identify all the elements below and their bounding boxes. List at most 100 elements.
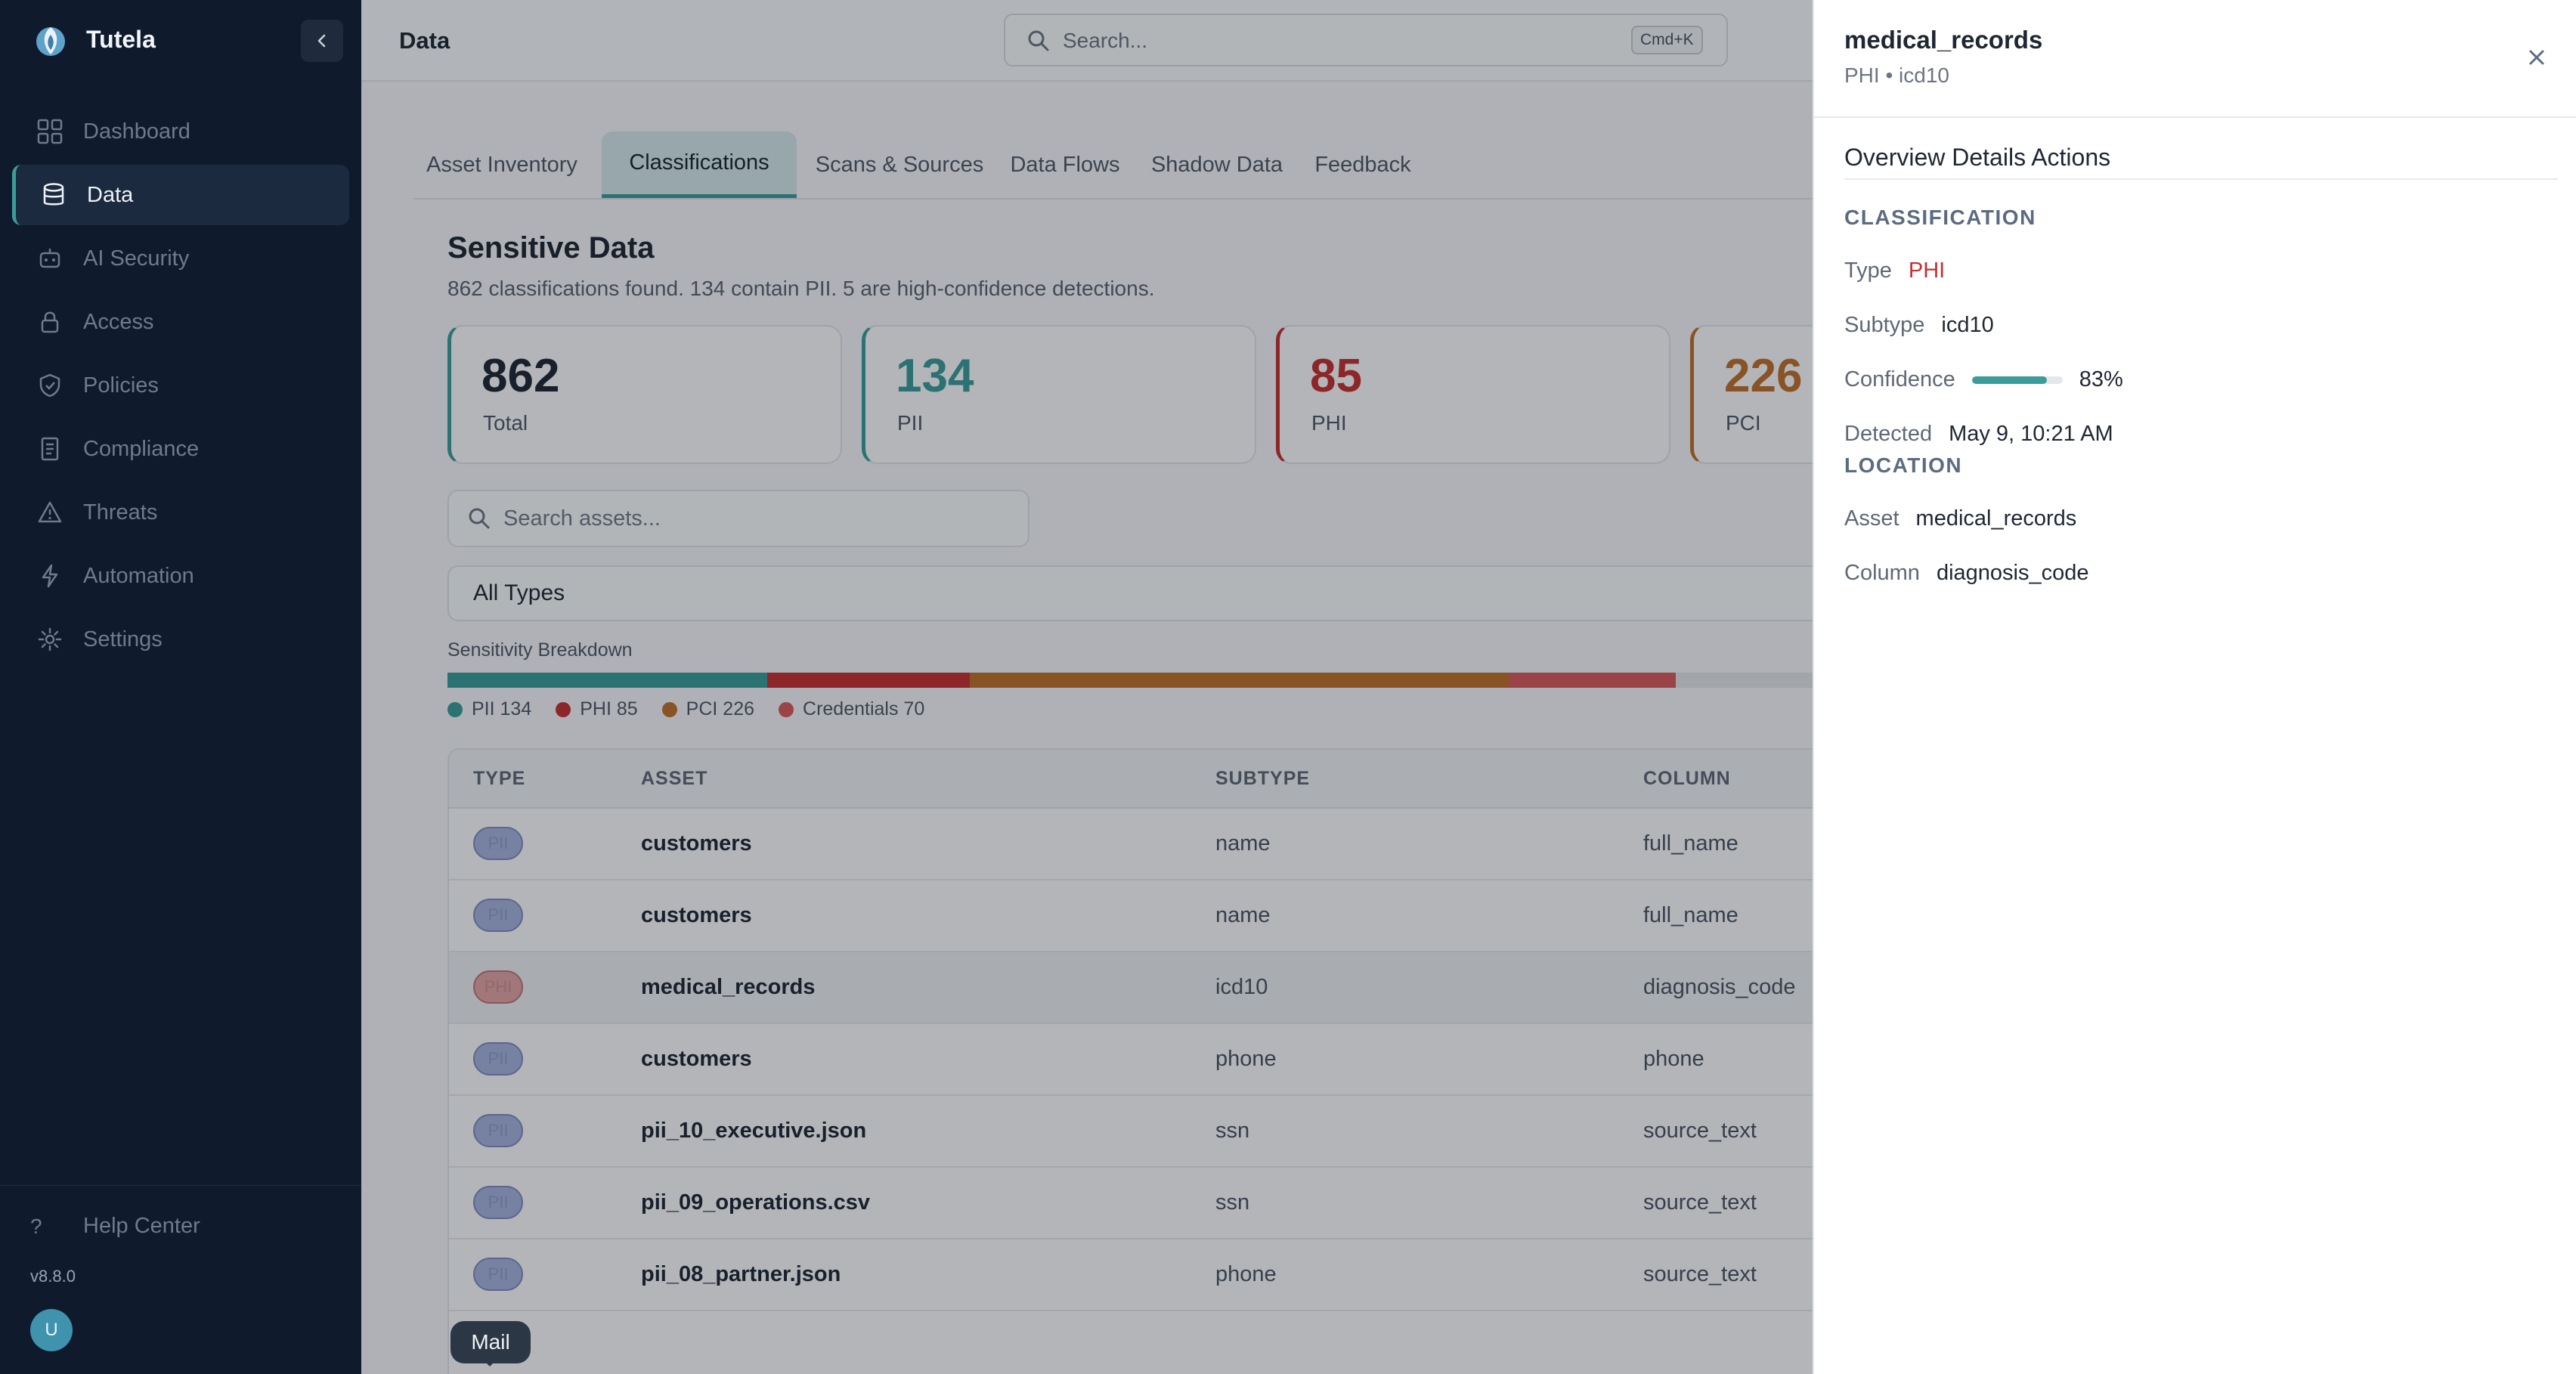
type-label: Type (1844, 258, 1892, 283)
legend-item-pci: PCI 226 (661, 698, 755, 720)
search-placeholder: Search... (1063, 29, 1148, 52)
type-badge: PHI (473, 970, 523, 1004)
column-header-subtype[interactable]: SUBTYPE (1215, 768, 1311, 789)
tab-feedback[interactable]: Feedback (1314, 152, 1411, 177)
sidebar-item-settings[interactable]: Settings (12, 609, 349, 670)
asset-field: Asset medical_records (1844, 506, 2076, 531)
stat-label: PII (897, 411, 924, 435)
sidebar-item-label: Automation (83, 563, 194, 588)
type-filter-select[interactable]: All Types (447, 565, 1884, 621)
table-row[interactable]: PII customers name full_name (449, 809, 1882, 880)
sidebar-item-ai-security[interactable]: AI Security (12, 228, 349, 289)
close-icon[interactable] (2522, 42, 2552, 73)
sidebar-item-data[interactable]: Data (12, 165, 349, 225)
sidebar: Tutela Dashboard Data AI Security Access… (0, 0, 361, 1374)
type-filter-value: All Types (473, 580, 565, 605)
sidebar-item-label: Settings (83, 627, 163, 651)
top-header: Data Search... Cmd+K (361, 0, 1813, 82)
panel-tabs[interactable]: Overview Details Actions (1844, 144, 2111, 171)
type-field: Type PHI (1844, 258, 1945, 283)
legend-label: PHI 85 (580, 698, 638, 719)
table-row[interactable]: PHI medical_records icd10 diagnosis_code (449, 952, 1882, 1024)
subtype-cell: icd10 (1215, 975, 1268, 999)
subtype-cell: name (1215, 831, 1271, 856)
tab-shadow-data[interactable]: Shadow Data (1150, 152, 1283, 177)
breakdown-title: Sensitivity Breakdown (447, 639, 633, 661)
shield-icon (35, 370, 65, 401)
panel-subtitle: PHI • icd10 (1844, 63, 1949, 87)
stat-card-total[interactable]: 862 Total (447, 325, 842, 464)
help-center-link[interactable]: ? Help Center (30, 1214, 200, 1239)
subtype-cell: ssn (1215, 1190, 1250, 1215)
sidebar-item-label: Policies (83, 373, 159, 398)
tab-scans-sources[interactable]: Scans & Sources (815, 152, 984, 177)
detected-value: May 9, 10:21 AM (1949, 422, 2113, 446)
confidence-bar (1971, 376, 2063, 384)
sidebar-item-automation[interactable]: Automation (12, 546, 349, 606)
tooltip-arrow (482, 1359, 497, 1366)
column-cell: full_name (1643, 831, 1738, 856)
column-cell: source_text (1643, 1262, 1757, 1286)
section-title: Sensitive Data (447, 231, 655, 265)
column-cell: phone (1643, 1047, 1704, 1071)
help-center-label: Help Center (83, 1214, 200, 1238)
sidebar-item-compliance[interactable]: Compliance (12, 419, 349, 479)
asset-cell: pii_09_operations.csv (641, 1190, 871, 1215)
tab-asset-inventory[interactable]: Asset Inventory (426, 152, 577, 177)
sidebar-item-policies[interactable]: Policies (12, 355, 349, 416)
table-row[interactable]: PII pii_08_partner.json phone source_text (449, 1239, 1882, 1311)
stat-card-pii[interactable]: 134 PII (862, 325, 1256, 464)
table-row[interactable]: PII customers name full_name (449, 880, 1882, 952)
search-icon (1028, 30, 1049, 51)
classification-heading: CLASSIFICATION (1844, 206, 2036, 229)
sidebar-item-access[interactable]: Access (12, 292, 349, 352)
table-row[interactable]: PII pii_10_executive.json ssn source_text (449, 1096, 1882, 1168)
location-heading: LOCATION (1844, 453, 1963, 477)
asset-cell: pii_10_executive.json (641, 1119, 867, 1143)
asset-cell: customers (641, 903, 752, 927)
table-row[interactable]: PII customers phone phone (449, 1024, 1882, 1096)
column-label: Column (1844, 561, 1920, 585)
global-search-input[interactable]: Search... Cmd+K (1004, 14, 1728, 67)
detected-label: Detected (1844, 422, 1933, 446)
legend-label: PCI 226 (686, 698, 755, 719)
sidebar-item-dashboard[interactable]: Dashboard (12, 101, 349, 162)
detail-panel: medical_records PHI • icd10 Overview Det… (1813, 0, 2576, 1374)
sidebar-item-threats[interactable]: Threats (12, 482, 349, 543)
column-header-column[interactable]: COLUMN (1643, 768, 1731, 789)
modal-backdrop[interactable] (361, 0, 1813, 1374)
column-cell: source_text (1643, 1190, 1757, 1215)
sensitivity-breakdown-bar (447, 673, 1884, 688)
asset-search-input[interactable]: Search assets... (447, 490, 1029, 547)
confidence-field: Confidence 83% (1844, 367, 2123, 392)
sidebar-item-label: Data (87, 182, 134, 207)
type-badge: PII (473, 899, 523, 932)
stat-card-phi[interactable]: 85 PHI (1276, 325, 1670, 464)
mail-tooltip: Mail (450, 1321, 531, 1363)
type-badge: PII (473, 1258, 523, 1291)
tab-data-flows[interactable]: Data Flows (1010, 152, 1120, 177)
section-subtitle: 862 classifications found. 134 contain P… (447, 277, 1155, 300)
question-icon: ? (30, 1214, 42, 1238)
avatar[interactable]: U (30, 1309, 73, 1351)
search-icon (469, 508, 490, 529)
legend-label: Credentials 70 (803, 698, 925, 719)
column-header-asset[interactable]: ASSET (641, 768, 708, 789)
column-header-type[interactable]: TYPE (473, 768, 526, 789)
detected-field: Detected May 9, 10:21 AM (1844, 422, 2113, 447)
asset-cell: pii_08_partner.json (641, 1262, 841, 1286)
legend-dot (556, 701, 571, 717)
breakdown-segment-credentials (1509, 673, 1676, 688)
subtype-cell: phone (1215, 1262, 1277, 1286)
table-row[interactable]: PII pii_09_operations.csv ssn source_text (449, 1168, 1882, 1239)
collapse-sidebar-button[interactable] (301, 20, 343, 62)
sidebar-item-label: Access (83, 309, 154, 334)
sidebar-item-label: AI Security (83, 246, 190, 271)
app-version: v8.8.0 (30, 1267, 76, 1286)
column-field: Column diagnosis_code (1844, 561, 2088, 586)
lock-icon (35, 307, 65, 337)
tab-classifications[interactable]: Classifications (602, 132, 797, 198)
subtype-field: Subtype icd10 (1844, 313, 1994, 338)
app-name: Tutela (86, 26, 156, 53)
legend-dot (447, 701, 463, 717)
